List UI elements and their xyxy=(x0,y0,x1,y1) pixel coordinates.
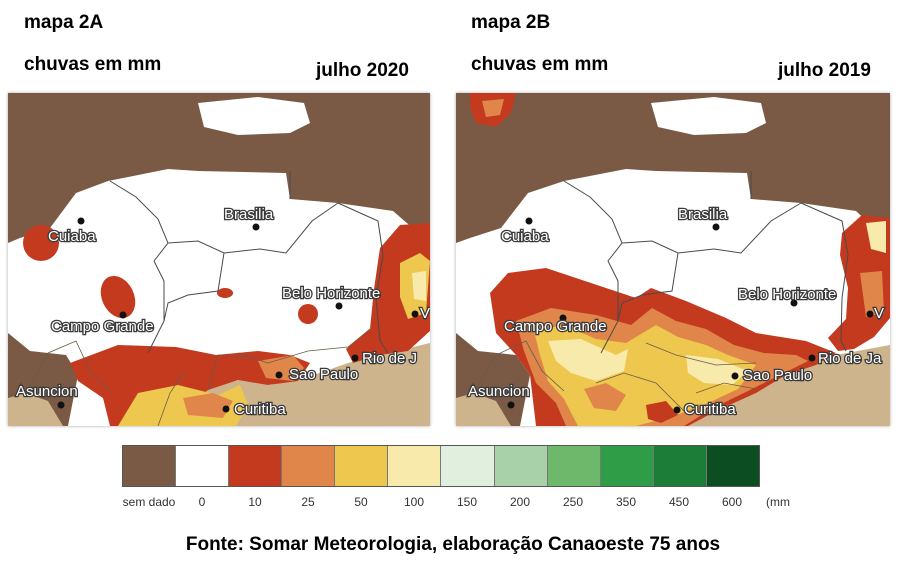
rainfall-legend xyxy=(122,445,760,487)
map-b-city-curitiba: Curitiba xyxy=(684,401,736,418)
map-a-city-belo-horizonte: Belo Horizonte xyxy=(282,285,380,302)
map-b-city-asuncion: Asuncion xyxy=(468,383,530,400)
legend-swatch-350 xyxy=(600,446,654,486)
legend-swatch-10 xyxy=(229,446,283,486)
legend-label-450: 450 xyxy=(668,495,690,509)
map-a-label: mapa 2A xyxy=(24,12,104,33)
legend-swatch-50 xyxy=(335,446,389,486)
map-a-period: julho 2020 xyxy=(316,60,409,81)
map-a-city-markers xyxy=(57,217,419,413)
map-b-city-campo-grande: Campo Grande xyxy=(504,318,607,335)
map-a-city-vitoria: V xyxy=(420,305,430,322)
legend-swatch-250 xyxy=(547,446,601,486)
legend-label-200: 200 xyxy=(509,495,531,509)
source-caption: Fonte: Somar Meteorologia, elaboração Ca… xyxy=(185,534,721,555)
rain-map-july-2020: Cuiaba Brasilia Campo Grande Belo Horizo… xyxy=(8,93,430,426)
legend-label-50: 50 xyxy=(354,495,368,509)
legend-swatch-200 xyxy=(494,446,548,486)
map-b-city-markers xyxy=(507,217,874,414)
map-a-city-curitiba: Curitiba xyxy=(234,401,286,418)
map-a-city-sao-paulo: Sao Paulo xyxy=(289,366,358,383)
legend-label-0: 0 xyxy=(198,495,206,509)
map-a-city-campo-grande: Campo Grande xyxy=(51,318,154,335)
legend-swatch-150 xyxy=(441,446,495,486)
legend-swatch-sem-dado xyxy=(123,446,177,486)
rain-map-july-2019: Cuiaba Brasilia Campo Grande Belo Horizo… xyxy=(456,93,890,426)
map-a-subtitle: chuvas em mm xyxy=(24,54,162,75)
legend-label-10: 10 xyxy=(248,495,262,509)
map-b-city-vitoria: V xyxy=(874,305,884,322)
map-a-city-asuncion: Asuncion xyxy=(16,383,78,400)
legend-swatch-100 xyxy=(388,446,442,486)
map-b-city-sao-paulo: Sao Paulo xyxy=(743,367,812,384)
legend-swatch-450 xyxy=(653,446,707,486)
map-b-city-belo-horizonte: Belo Horizonte xyxy=(738,286,836,303)
legend-label-150: 150 xyxy=(456,495,478,509)
legend-label-25: 25 xyxy=(301,495,315,509)
legend-unit: (mm xyxy=(766,495,790,509)
legend-label-350: 350 xyxy=(615,495,637,509)
legend-label-sem-dado: sem dado xyxy=(122,495,176,509)
map-a-city-cuiaba: Cuiaba xyxy=(48,228,96,245)
map-a-city-rio: Rio de J xyxy=(362,350,417,367)
legend-label-100: 100 xyxy=(403,495,425,509)
map-b-city-brasilia: Brasilia xyxy=(678,206,728,223)
map-a-city-brasilia: Brasilia xyxy=(224,206,274,223)
legend-label-250: 250 xyxy=(562,495,584,509)
map-b-label: mapa 2B xyxy=(471,12,551,33)
map-b-subtitle: chuvas em mm xyxy=(471,54,609,75)
legend-label-600: 600 xyxy=(721,495,743,509)
map-b-city-rio: Rio de Ja xyxy=(818,350,882,367)
map-b-period: julho 2019 xyxy=(778,60,871,81)
map-b-city-cuiaba: Cuiaba xyxy=(501,228,549,245)
legend-swatch-0 xyxy=(176,446,230,486)
legend-swatch-600 xyxy=(706,446,759,486)
legend-swatch-25 xyxy=(282,446,336,486)
